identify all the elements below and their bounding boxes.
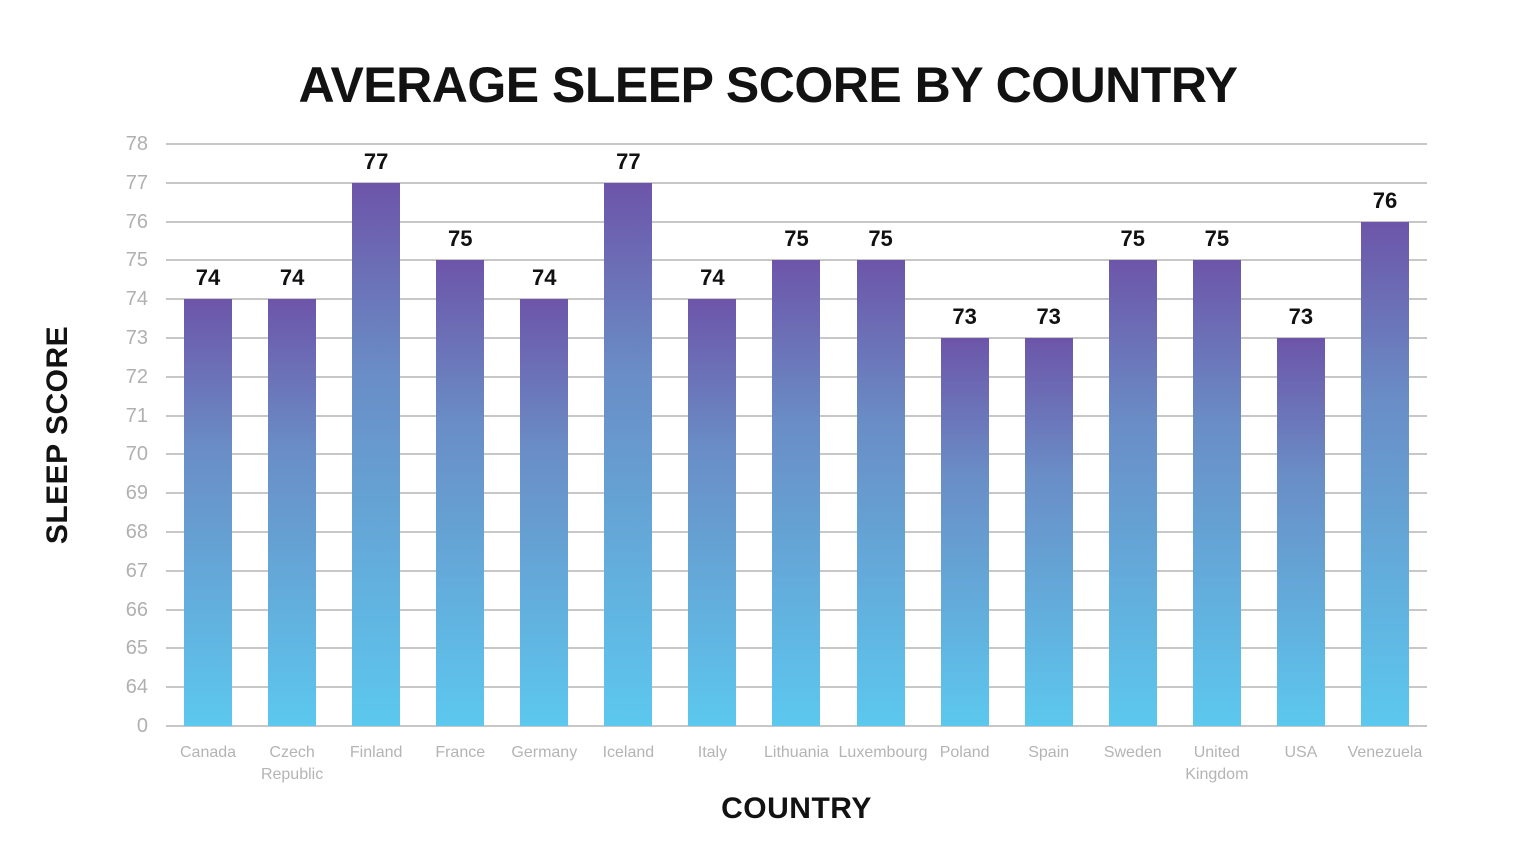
bar-value-label: 77 [363,148,389,174]
bar-slot: 75 [1091,144,1175,726]
y-tick-label: 75 [125,249,148,272]
bar-spain: 73 [1024,306,1073,726]
gridline [166,725,1427,727]
bar-czech-republic: 74 [268,267,317,726]
gridline [166,259,1427,262]
bar-italy: 74 [688,267,737,726]
y-tick-label: 74 [125,288,148,311]
bar-slot: 73 [1007,144,1091,726]
bar-slot: 74 [502,144,586,726]
y-tick-label: 68 [125,521,148,543]
bar-slot: 77 [334,144,418,726]
x-tick-label: Italy [697,744,728,761]
bar-value-label: 74 [195,265,221,291]
bar-sweden: 75 [1108,228,1157,726]
x-tick-label: Spain [1028,744,1070,761]
gridline [166,143,1427,145]
bar-slot: 75 [418,144,502,726]
x-tick-label: Germany [511,744,578,761]
y-axis-title: SLEEP SCORE [41,325,74,545]
y-tick-label: 77 [125,171,148,194]
bar-value-label: 75 [868,226,893,252]
chart-title: AVERAGE SLEEP SCORE BY COUNTRY [298,57,1238,113]
y-tick-label: 73 [125,327,148,349]
bar-value-label: 75 [447,226,473,252]
bar-value-label: 75 [784,226,809,252]
bar-venezuela: 76 [1360,189,1409,726]
x-tick-label: Iceland [602,744,655,761]
bar-slot: 75 [754,144,838,726]
bar-value-label: 74 [700,265,725,291]
x-tick-label: Canada [180,744,237,761]
bar-luxembourg: 75 [856,228,905,726]
bar-value-label: 74 [532,265,557,291]
bar-lithuania: 75 [772,228,821,726]
bar-slot: 73 [1259,144,1343,726]
bar-france: 75 [436,228,485,726]
y-tick-label: 78 [125,133,148,155]
bar-value-label: 73 [952,304,977,329]
y-tick-label: 64 [125,676,148,699]
bar-value-label: 74 [279,265,305,291]
bar-value-label: 75 [1120,226,1145,252]
x-tick-label: Luxembourg [838,744,928,761]
bar-united-kingdom: 75 [1192,228,1241,726]
y-tick-label: 71 [125,404,148,427]
bar-germany: 74 [520,267,569,726]
y-tick-label: 65 [125,637,148,660]
bar-value-label: 76 [1372,187,1398,213]
bar-canada: 74 [184,267,233,726]
bar-slot: 77 [586,144,670,726]
bar-slot: 74 [166,144,250,726]
bar-slot: 76 [1343,144,1427,726]
y-tick-label: 0 [136,715,148,737]
x-tick-label: Poland [939,744,990,761]
bar-value-label: 75 [1204,226,1230,252]
bar-slot: 75 [1175,144,1259,726]
x-tick-label: Czech Republic [260,744,324,783]
gridline [166,181,1427,184]
bar-iceland: 77 [604,150,653,726]
bar-slot: 73 [923,144,1007,726]
y-tick-label: 70 [125,443,148,466]
x-tick-label: Venezuela [1347,744,1423,761]
bar-slot: 74 [670,144,754,726]
gridline [166,220,1427,223]
y-tick-label: 67 [125,559,148,582]
x-tick-label: France [435,744,486,761]
bar-poland: 73 [940,306,989,726]
y-tick-label: 76 [125,210,148,233]
x-tick-label: USA [1284,744,1318,761]
bar-slot: 74 [250,144,334,726]
y-tick-label: 66 [125,598,148,621]
bar-slot: 75 [839,144,923,726]
x-tick-label: Finland [349,744,403,761]
bar-value-label: 77 [616,148,641,174]
bar-usa: 73 [1276,306,1325,726]
plot-area: 78 77 76 75 74 73 72 71 70 69 68 67 66 65 64 0 74 74 77 75… [126,134,1427,783]
bar-finland: 77 [352,150,401,726]
x-tick-label: United Kingdom [1185,744,1249,783]
y-tick-label: 69 [125,482,148,505]
x-tick-label: Lithuania [764,744,829,761]
x-axis-title: COUNTRY [721,792,872,825]
y-tick-label: 72 [125,365,148,388]
x-tick-label: Sweden [1103,744,1162,761]
bar-value-label: 73 [1288,304,1314,329]
bar-value-label: 73 [1036,304,1061,329]
